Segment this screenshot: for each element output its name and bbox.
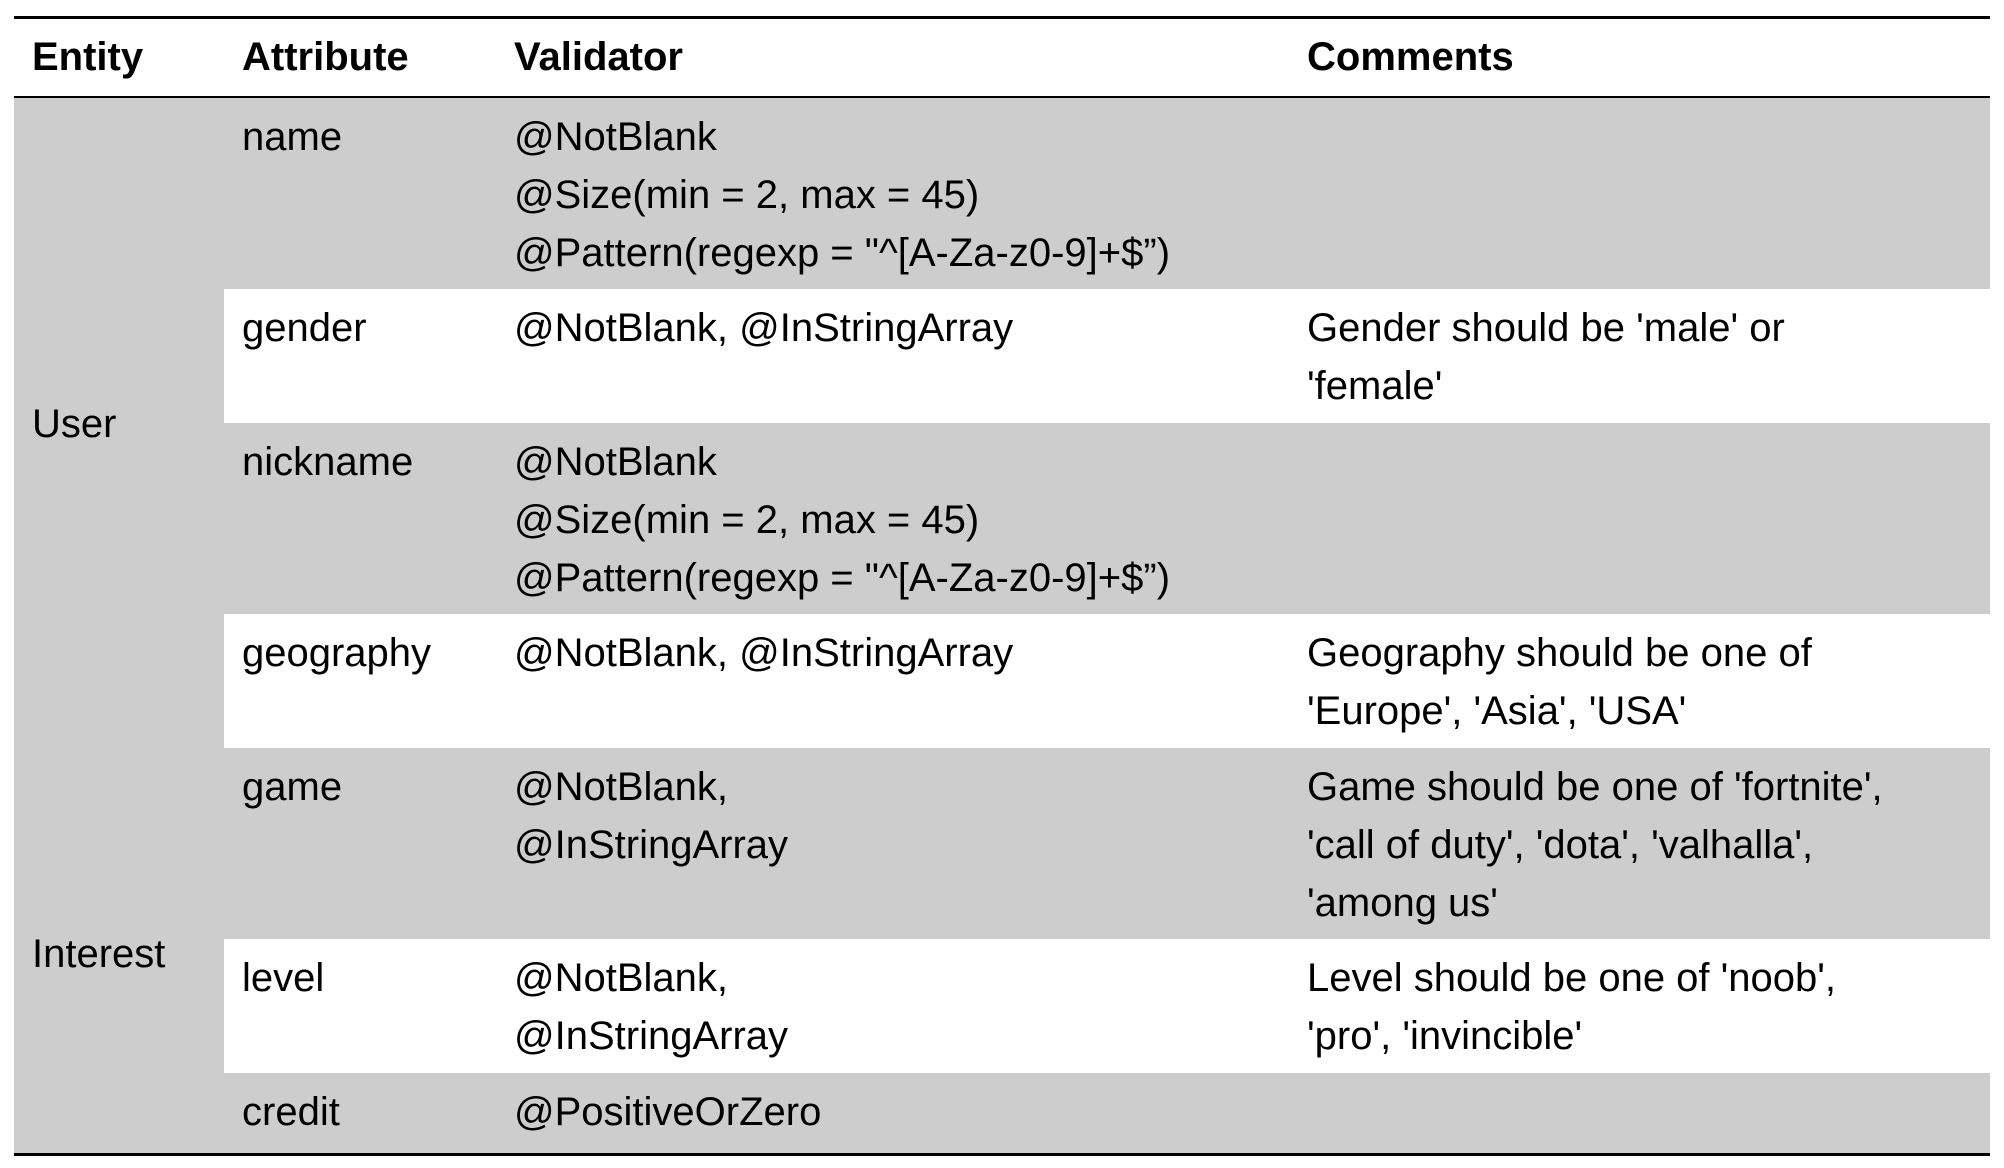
comments-cell: Geography should be one of 'Europe', 'As… [1307,624,1812,740]
table-row: nickname @NotBlank @Size(min = 2, max = … [224,423,1990,614]
header-validator: Validator [514,35,683,79]
attribute-cell: name [242,115,343,159]
table-row: credit @PositiveOrZero [224,1073,1990,1153]
comment-line: Level should be one of 'noob', [1307,956,1837,1000]
attribute-cell: game [242,765,343,809]
table-row: game @NotBlank, @InStringArray Game shou… [224,748,1990,939]
attribute-cell: level [242,956,325,1000]
validator-line: @NotBlank [514,115,717,159]
validation-table: Entity Attribute Validator Comments User… [14,16,1990,1156]
validator-line: @InStringArray [514,823,789,867]
table-body: User Interest name @NotBlank @Size(min =… [14,98,1990,1153]
entity-column: User Interest [14,98,224,1153]
validator-cell: @NotBlank, @InStringArray [514,949,788,1065]
table-row: gender @NotBlank, @InStringArray Gender … [224,289,1990,423]
attribute-cell: nickname [242,440,414,484]
validator-cell: @PositiveOrZero [514,1083,821,1141]
attribute-cell: credit [242,1090,340,1134]
comment-line: 'Europe', 'Asia', 'USA' [1307,689,1687,733]
validator-line: @NotBlank [514,440,717,484]
validator-cell: @NotBlank @Size(min = 2, max = 45) @Patt… [514,108,1170,282]
entity-interest: Interest [32,932,166,976]
validator-line: @NotBlank, @InStringArray [514,306,1014,350]
comments-cell: Gender should be 'male' or 'female' [1307,299,1785,415]
header-entity: Entity [32,35,144,79]
comment-line: Game should be one of 'fortnite', [1307,765,1883,809]
attribute-cell: gender [242,306,367,350]
validator-line: @NotBlank, @InStringArray [514,631,1014,675]
validator-cell: @NotBlank, @InStringArray [514,299,1013,357]
validator-line: @Size(min = 2, max = 45) [514,173,980,217]
validator-line: @NotBlank, [514,956,729,1000]
comment-line: Geography should be one of [1307,631,1812,675]
comments-cell: Level should be one of 'noob', 'pro', 'i… [1307,949,1836,1065]
validator-line: @Pattern(regexp = "^[A-Za-z0-9]+$”) [514,556,1171,600]
validator-line: @Size(min = 2, max = 45) [514,498,980,542]
comment-line: 'call of duty', 'dota', 'valhalla', [1307,823,1814,867]
header-comments: Comments [1307,35,1514,79]
validator-line: @Pattern(regexp = "^[A-Za-z0-9]+$”) [514,231,1171,275]
comments-cell: Game should be one of 'fortnite', 'call … [1307,758,1883,932]
entity-user: User [32,402,117,446]
validator-line: @PositiveOrZero [514,1090,822,1134]
table-header: Entity Attribute Validator Comments [14,19,1990,98]
validator-cell: @NotBlank @Size(min = 2, max = 45) @Patt… [514,433,1170,607]
comment-line: 'among us' [1307,881,1498,925]
validator-cell: @NotBlank, @InStringArray [514,758,788,874]
comment-line: 'pro', 'invincible' [1307,1014,1583,1058]
validator-cell: @NotBlank, @InStringArray [514,624,1013,682]
table-row: geography @NotBlank, @InStringArray Geog… [224,614,1990,748]
comment-line: Gender should be 'male' or [1307,306,1785,350]
attribute-cell: geography [242,631,432,675]
validator-line: @InStringArray [514,1014,789,1058]
header-attribute: Attribute [242,35,409,79]
comment-line: 'female' [1307,364,1443,408]
table-row: level @NotBlank, @InStringArray Level sh… [224,939,1990,1073]
table-row: name @NotBlank @Size(min = 2, max = 45) … [224,98,1990,289]
validator-line: @NotBlank, [514,765,729,809]
